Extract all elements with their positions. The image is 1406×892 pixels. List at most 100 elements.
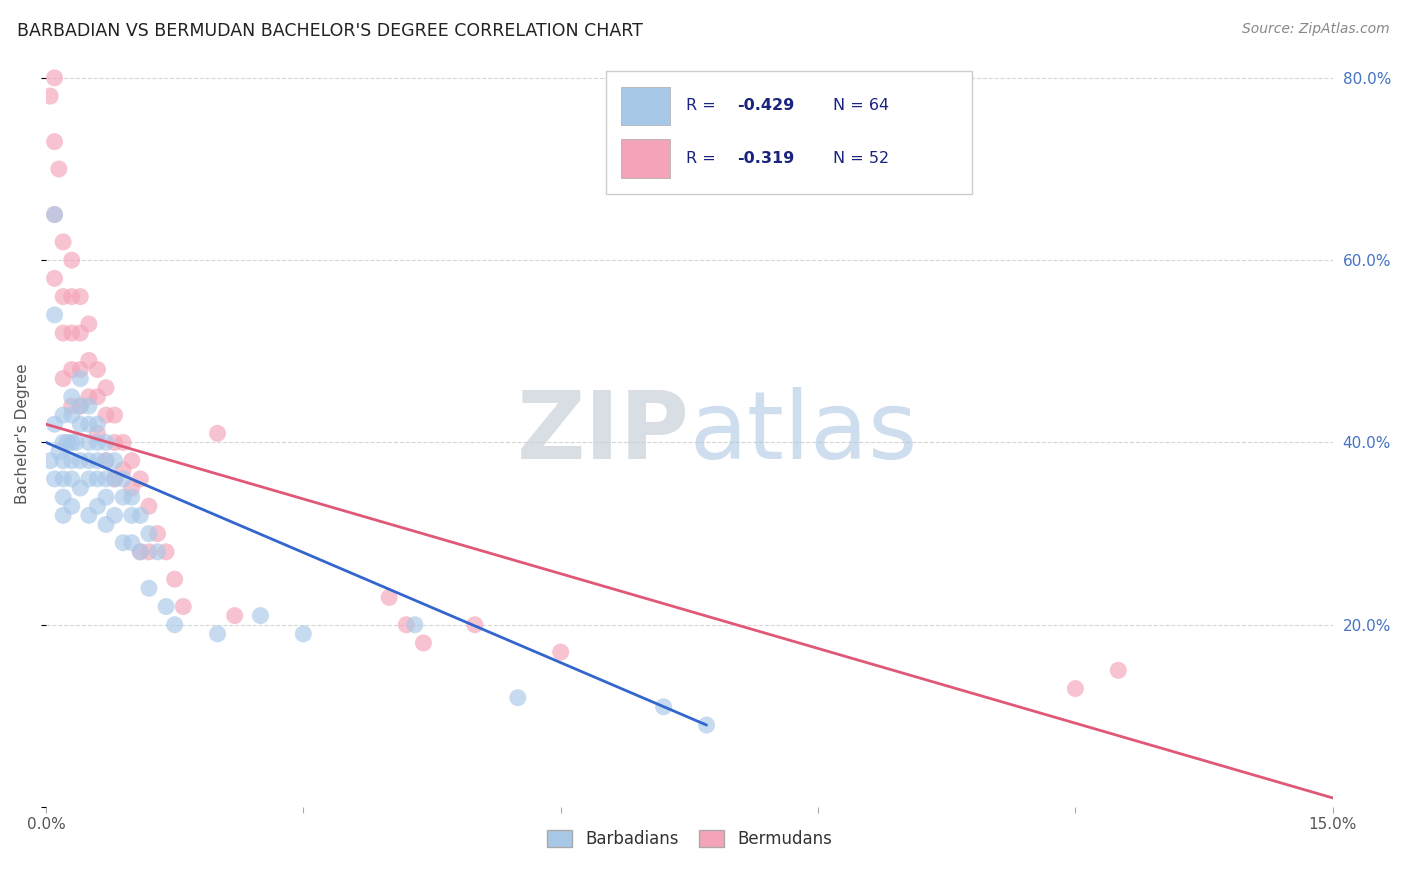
- Point: [52, 371, 75, 385]
- Point: [60, 453, 83, 467]
- Point: [60, 399, 83, 413]
- Point: [121, 490, 143, 504]
- Text: Source: ZipAtlas.com: Source: ZipAtlas.com: [1241, 22, 1389, 37]
- Point: [86, 500, 108, 514]
- Point: [86, 417, 108, 432]
- Point: [60, 390, 83, 404]
- Text: ZIP: ZIP: [516, 387, 689, 479]
- Point: [69, 362, 91, 376]
- Point: [129, 508, 152, 523]
- Point: [94, 381, 117, 395]
- Point: [1107, 663, 1129, 677]
- Point: [44, 70, 66, 85]
- Point: [112, 472, 135, 486]
- Point: [77, 399, 100, 413]
- Point: [249, 608, 271, 623]
- Point: [207, 426, 229, 441]
- Text: R =: R =: [686, 151, 725, 166]
- Text: N = 64: N = 64: [834, 98, 890, 113]
- Point: [163, 572, 186, 586]
- Point: [44, 208, 66, 222]
- Point: [56, 435, 79, 450]
- Point: [696, 718, 718, 732]
- Point: [69, 399, 91, 413]
- Text: -0.319: -0.319: [737, 151, 794, 166]
- Point: [39, 453, 62, 467]
- Point: [104, 453, 127, 467]
- Point: [77, 390, 100, 404]
- Point: [121, 481, 143, 495]
- Y-axis label: Bachelor's Degree: Bachelor's Degree: [15, 363, 30, 504]
- Point: [207, 627, 229, 641]
- Point: [69, 371, 91, 385]
- Point: [77, 472, 100, 486]
- Point: [52, 453, 75, 467]
- Point: [39, 89, 62, 103]
- Text: BARBADIAN VS BERMUDAN BACHELOR'S DEGREE CORRELATION CHART: BARBADIAN VS BERMUDAN BACHELOR'S DEGREE …: [17, 22, 643, 40]
- Point: [94, 408, 117, 422]
- Point: [86, 472, 108, 486]
- Point: [77, 508, 100, 523]
- Point: [69, 326, 91, 340]
- Point: [52, 490, 75, 504]
- Point: [44, 417, 66, 432]
- Point: [48, 161, 70, 176]
- Point: [104, 472, 127, 486]
- Point: [550, 645, 572, 659]
- Point: [77, 353, 100, 368]
- Point: [60, 472, 83, 486]
- Point: [138, 582, 160, 596]
- Point: [121, 535, 143, 549]
- Point: [65, 435, 87, 450]
- Point: [86, 453, 108, 467]
- Point: [138, 545, 160, 559]
- Point: [1064, 681, 1087, 696]
- Point: [60, 408, 83, 422]
- Point: [94, 453, 117, 467]
- Point: [60, 253, 83, 268]
- Point: [652, 699, 675, 714]
- Text: atlas: atlas: [689, 387, 918, 479]
- Point: [395, 617, 418, 632]
- Point: [52, 290, 75, 304]
- Point: [52, 408, 75, 422]
- Point: [77, 453, 100, 467]
- Point: [138, 500, 160, 514]
- Point: [60, 500, 83, 514]
- Point: [292, 627, 315, 641]
- Point: [112, 490, 135, 504]
- Text: R =: R =: [686, 98, 720, 113]
- Point: [112, 463, 135, 477]
- Point: [60, 435, 83, 450]
- FancyBboxPatch shape: [606, 70, 973, 194]
- Point: [69, 399, 91, 413]
- Point: [404, 617, 426, 632]
- Point: [155, 599, 177, 614]
- Point: [506, 690, 529, 705]
- Point: [69, 453, 91, 467]
- Point: [94, 472, 117, 486]
- Point: [52, 435, 75, 450]
- Point: [146, 545, 169, 559]
- Point: [69, 481, 91, 495]
- Point: [77, 317, 100, 331]
- Point: [112, 535, 135, 549]
- Point: [146, 526, 169, 541]
- Point: [104, 435, 127, 450]
- Point: [112, 435, 135, 450]
- FancyBboxPatch shape: [621, 139, 671, 178]
- Point: [86, 426, 108, 441]
- Point: [129, 472, 152, 486]
- Point: [94, 435, 117, 450]
- Point: [378, 591, 401, 605]
- Legend: Barbadians, Bermudans: Barbadians, Bermudans: [540, 823, 838, 855]
- Point: [69, 417, 91, 432]
- Point: [104, 508, 127, 523]
- Point: [69, 290, 91, 304]
- Text: -0.429: -0.429: [737, 98, 794, 113]
- Point: [77, 435, 100, 450]
- Point: [77, 417, 100, 432]
- Point: [224, 608, 246, 623]
- Point: [94, 490, 117, 504]
- Point: [86, 390, 108, 404]
